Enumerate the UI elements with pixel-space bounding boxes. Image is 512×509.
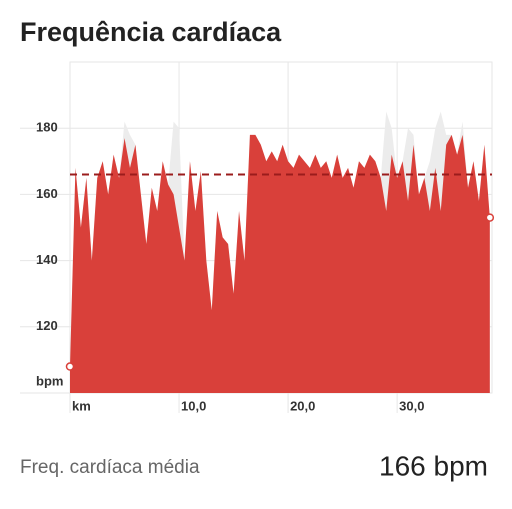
average-label: Freq. cardíaca média xyxy=(20,457,200,478)
end-marker xyxy=(65,362,75,371)
y-tick-label: 120 xyxy=(36,318,58,333)
y-tick-label: bpm xyxy=(36,373,63,388)
x-tick-label: km xyxy=(72,398,91,413)
chart-title: Frequência cardíaca xyxy=(20,17,282,47)
x-tick-label: 30,0 xyxy=(399,398,424,413)
x-tick-label: 20,0 xyxy=(290,398,315,413)
y-tick-label: 160 xyxy=(36,186,58,201)
end-marker xyxy=(485,213,495,222)
average-value: 166 bpm xyxy=(379,450,488,481)
x-tick-label: 10,0 xyxy=(181,398,206,413)
y-tick-label: 180 xyxy=(36,120,58,135)
area xyxy=(70,134,490,393)
y-tick-label: 140 xyxy=(36,252,58,267)
